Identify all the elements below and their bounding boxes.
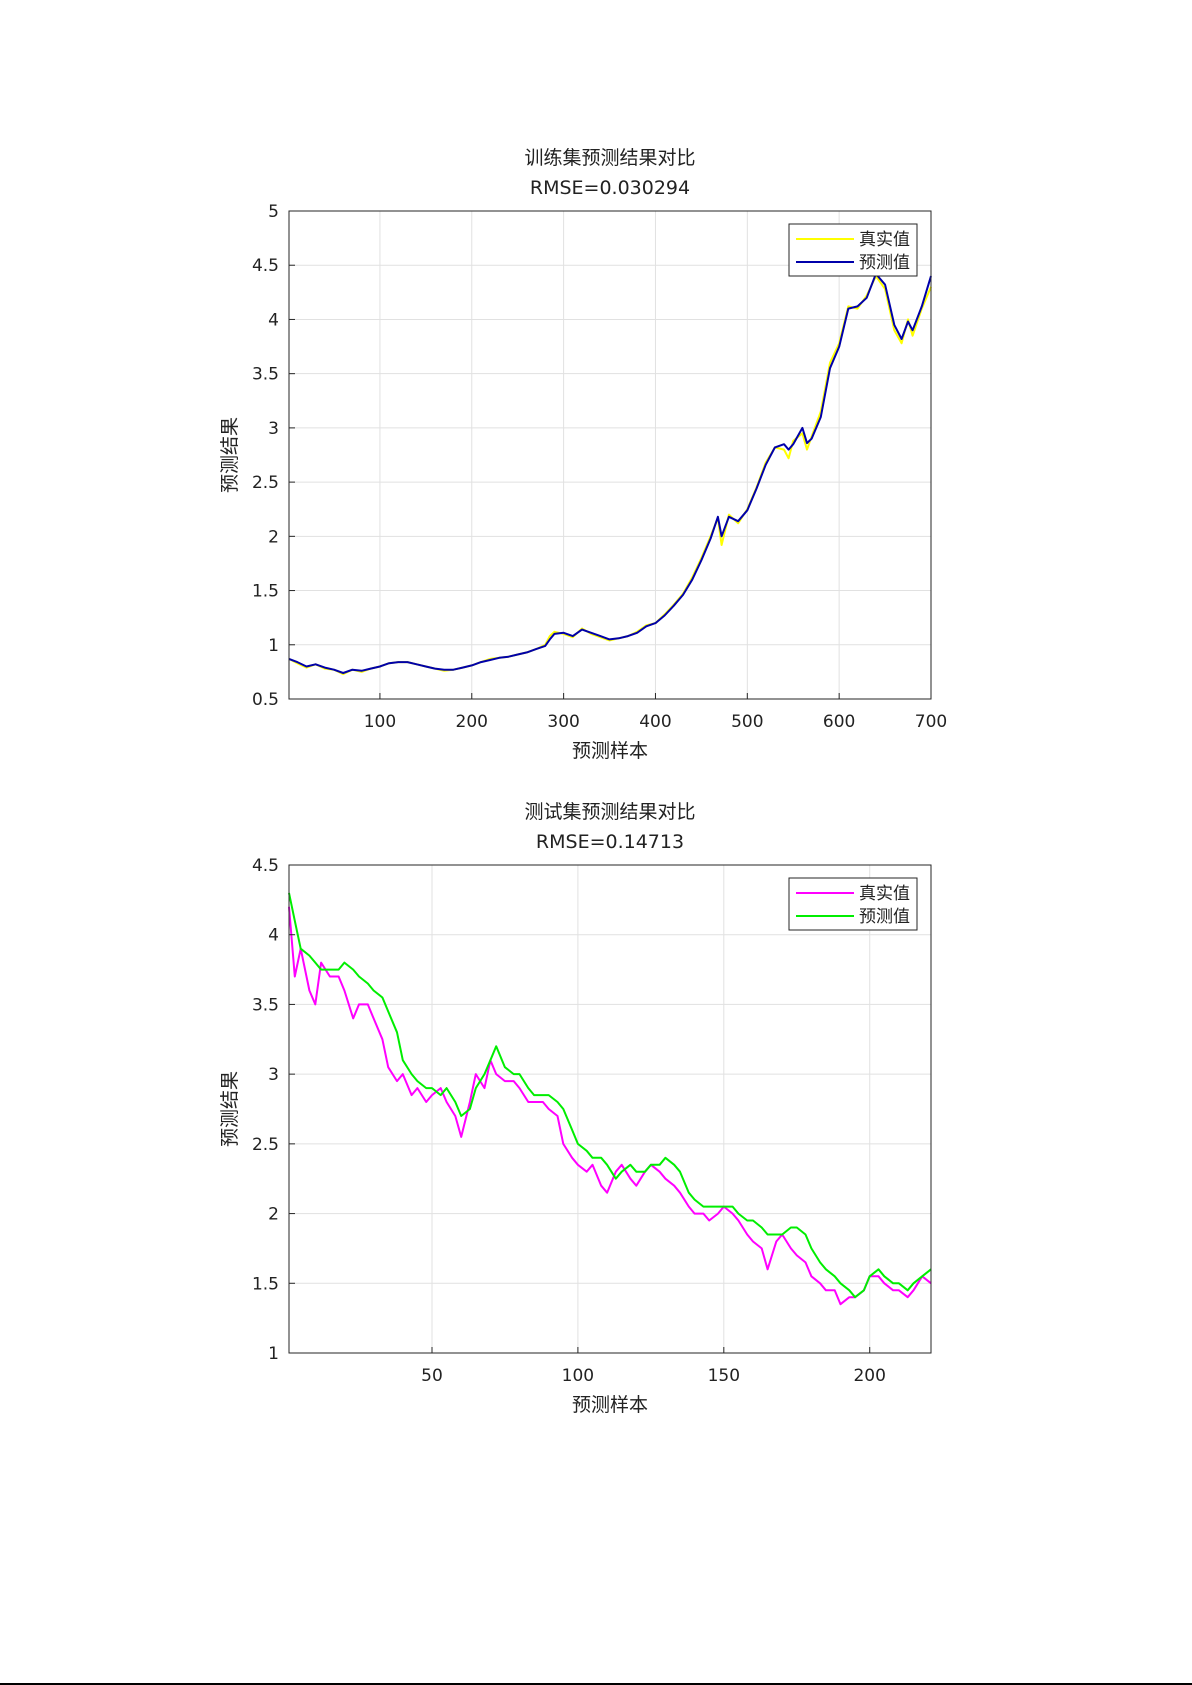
y-tick-label: 1 — [268, 636, 279, 656]
chart-subtitle: RMSE=0.030294 — [530, 177, 690, 199]
x-tick-label: 200 — [456, 712, 488, 732]
y-tick-label: 1 — [268, 1344, 279, 1364]
y-tick-label: 2 — [268, 1205, 279, 1225]
y-tick-label: 3 — [268, 419, 279, 439]
x-tick-label: 700 — [915, 712, 947, 732]
series-line-actual — [288, 906, 932, 1306]
x-tick-label: 200 — [853, 1366, 885, 1386]
x-tick-label: 400 — [639, 712, 671, 732]
chart-subtitle: RMSE=0.14713 — [536, 831, 684, 853]
x-tick-label: 500 — [731, 712, 763, 732]
y-tick-label: 0.5 — [252, 690, 279, 710]
series-line-predicted — [288, 272, 932, 674]
page-bottom-border — [0, 1683, 1192, 1685]
x-tick-label: 300 — [547, 712, 579, 732]
series-line-predicted — [288, 892, 932, 1299]
x-axis-label: 预测样本 — [572, 1394, 648, 1416]
x-tick-label: 100 — [562, 1366, 594, 1386]
y-tick-label: 5 — [268, 202, 279, 222]
legend-box — [788, 877, 918, 931]
y-tick-label: 3.5 — [252, 995, 279, 1015]
chart-title: 测试集预测结果对比 — [524, 801, 695, 823]
y-axis-label: 预测结果 — [219, 417, 241, 493]
legend-label: 真实值 — [859, 884, 910, 904]
legend-box — [788, 223, 918, 277]
x-axis-label: 预测样本 — [572, 740, 648, 762]
y-axis-label: 预测结果 — [219, 1071, 241, 1147]
legend-label: 预测值 — [859, 253, 910, 273]
y-tick-label: 2 — [268, 527, 279, 547]
x-tick-label: 50 — [421, 1366, 443, 1386]
x-tick-label: 150 — [708, 1366, 740, 1386]
x-tick-label: 100 — [364, 712, 396, 732]
test-set-chart: 50 100 150 200 1 1.5 2 2.5 3 3.5 4 4.5 测试集预测结果对比 RMSE… — [219, 801, 932, 1416]
y-tick-label: 1.5 — [252, 1274, 279, 1294]
axes-frame — [288, 210, 932, 700]
plot-area — [289, 865, 931, 1353]
chart-title: 训练集预测结果对比 — [524, 147, 695, 169]
plot-area — [289, 211, 931, 699]
legend-label: 预测值 — [859, 907, 910, 927]
y-tick-label: 2.5 — [252, 473, 279, 493]
y-tick-label: 3 — [268, 1065, 279, 1085]
y-tick-label: 4 — [268, 926, 279, 946]
y-tick-label: 4.5 — [252, 856, 279, 876]
y-tick-label: 3.5 — [252, 365, 279, 385]
axes-frame — [288, 864, 932, 1354]
y-tick-label: 2.5 — [252, 1135, 279, 1155]
y-tick-label: 1.5 — [252, 582, 279, 602]
training-set-chart: 100 200 300 400 500 600 700 0.5 1 1.5 2 2.5 3 3.5 4 4.5… — [219, 147, 947, 762]
legend-label: 真实值 — [859, 230, 910, 250]
y-tick-label: 4 — [268, 310, 279, 330]
x-tick-label: 600 — [823, 712, 855, 732]
y-tick-label: 4.5 — [252, 256, 279, 276]
